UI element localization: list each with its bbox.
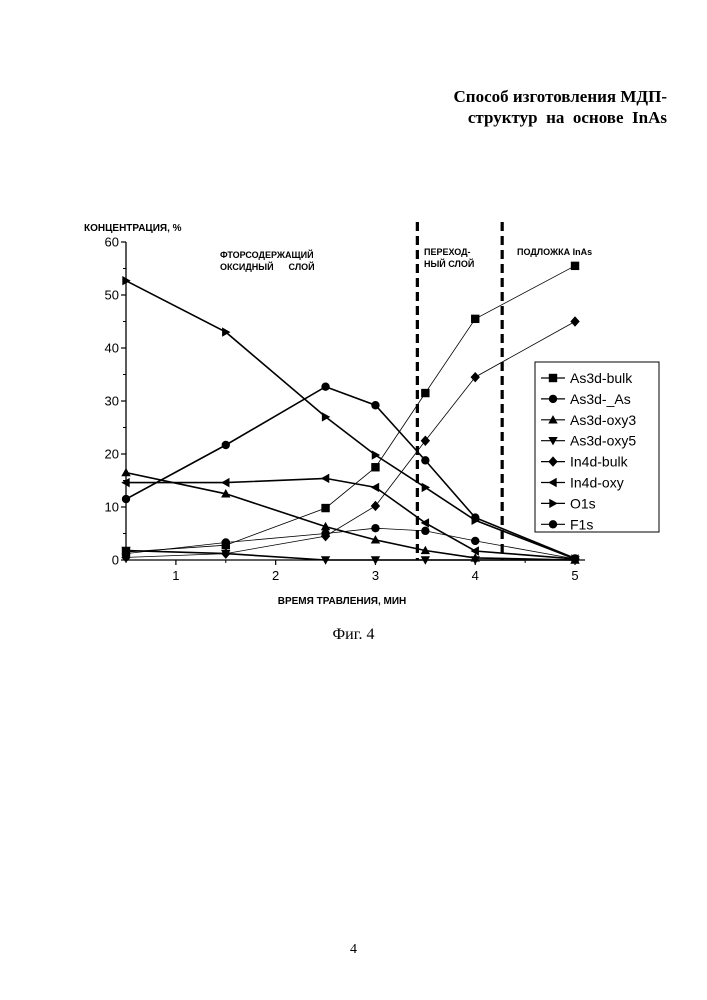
- data-point: [421, 527, 429, 535]
- series-line: [126, 281, 575, 559]
- y-tick-label: 40: [105, 341, 119, 356]
- y-tick-label: 60: [105, 235, 119, 250]
- data-point: [122, 495, 130, 503]
- legend-entry: As3d-_As: [570, 391, 631, 407]
- legend-entry: As3d-bulk: [570, 370, 633, 386]
- legend-entry: As3d-oxy3: [570, 412, 636, 428]
- data-point: [570, 316, 579, 326]
- data-point: [421, 456, 429, 464]
- data-point: [321, 529, 329, 537]
- series-as3d-bulk: [122, 262, 579, 557]
- data-point: [321, 504, 329, 512]
- y-tick-label: 0: [112, 553, 119, 568]
- series-line: [126, 322, 575, 558]
- series-as3d-oxy5: [121, 547, 579, 565]
- data-point: [321, 474, 329, 483]
- y-tick-label: 50: [105, 288, 119, 303]
- legend-entry: In4d-bulk: [570, 454, 629, 470]
- legend-entry: In4d-oxy: [570, 475, 624, 491]
- data-point: [321, 382, 329, 390]
- region-label-line1: ПОДЛОЖКА InAs: [517, 247, 592, 257]
- series-in4d-oxy: [121, 474, 578, 564]
- series-in4d-bulk: [121, 316, 579, 562]
- data-point: [122, 549, 130, 557]
- data-point: [372, 450, 380, 459]
- x-tick-label: 2: [272, 568, 279, 583]
- series-line: [126, 266, 575, 552]
- data-point: [421, 389, 429, 397]
- legend-marker: [549, 520, 557, 528]
- region-label-line1: ПЕРЕХОД-: [424, 247, 471, 257]
- data-point: [422, 483, 430, 492]
- x-tick-label: 1: [172, 568, 179, 583]
- legend-entry: O1s: [570, 495, 596, 511]
- region-label-line2: ОКСИДНЫЙ СЛОЙ: [220, 261, 315, 272]
- x-axis-label: ВРЕМЯ ТРАВЛЕНИЯ, МИН: [278, 596, 407, 607]
- page-number: 4: [0, 942, 707, 958]
- data-point: [121, 468, 130, 476]
- region-label-line2: НЫЙ СЛОЙ: [424, 258, 474, 269]
- data-point: [371, 401, 379, 409]
- legend-entry: F1s: [570, 516, 593, 532]
- data-point: [571, 262, 579, 270]
- series: [121, 262, 579, 565]
- x-tick-label: 5: [571, 568, 578, 583]
- axes: 0 10 20 30 40 50 60 1 2 3 4 5: [105, 235, 585, 584]
- data-point: [221, 478, 229, 487]
- figure-caption: Фиг. 4: [0, 626, 707, 644]
- y-tick-label: 30: [105, 394, 119, 409]
- data-point: [371, 524, 379, 532]
- data-point: [222, 538, 230, 546]
- data-point: [471, 537, 479, 545]
- legend: As3d-bulk As3d-_As As3d-oxy3 As3d-oxy5 In4d-…: [535, 362, 659, 532]
- y-tick-label: 20: [105, 447, 119, 462]
- data-point: [371, 483, 379, 492]
- data-point: [471, 315, 479, 323]
- y-tick-label: 10: [105, 500, 119, 515]
- y-axis-label: КОНЦЕНТРАЦИЯ, %: [84, 223, 182, 234]
- series-f1s: [122, 524, 579, 563]
- legend-marker: [549, 374, 557, 382]
- legend-marker: [549, 395, 557, 403]
- data-point: [222, 441, 230, 449]
- data-point: [371, 463, 379, 471]
- x-tick-label: 4: [472, 568, 479, 583]
- x-tick-label: 3: [372, 568, 379, 583]
- series-as3d-as: [122, 382, 579, 562]
- data-point: [571, 555, 579, 563]
- legend-entry: As3d-oxy5: [570, 433, 636, 449]
- region-label-line1: ФТОРСОДЕРЖАЩИЙ: [220, 249, 314, 260]
